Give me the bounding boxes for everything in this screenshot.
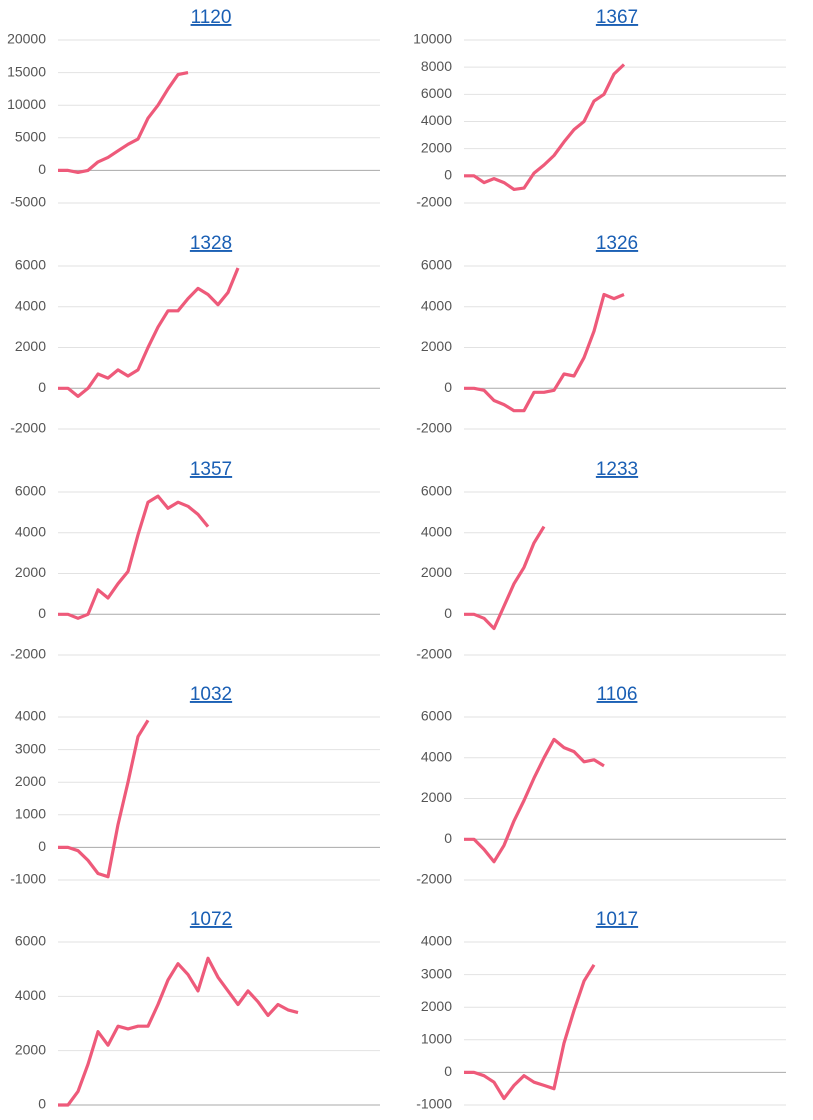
y-tick-label: -2000 bbox=[416, 420, 452, 436]
y-tick-label: 2000 bbox=[421, 139, 452, 155]
y-tick-label: 0 bbox=[444, 379, 452, 395]
y-tick-label: 10000 bbox=[413, 31, 452, 47]
y-tick-label: 6000 bbox=[421, 85, 452, 101]
y-tick-label: 6000 bbox=[15, 257, 46, 273]
data-line bbox=[464, 63, 626, 191]
y-tick-label: 4000 bbox=[15, 708, 46, 724]
y-tick-label: 6000 bbox=[421, 483, 452, 499]
chart-title[interactable]: 1367 bbox=[596, 7, 638, 28]
y-tick-label: 4000 bbox=[421, 748, 452, 764]
y-tick-label: 3000 bbox=[15, 740, 46, 756]
y-tick-label: 2000 bbox=[15, 1041, 46, 1057]
y-tick-label: -2000 bbox=[10, 420, 46, 436]
chart-title[interactable]: 1072 bbox=[190, 909, 232, 930]
y-tick-label: 4000 bbox=[15, 297, 46, 313]
y-tick-label: 2000 bbox=[421, 789, 452, 805]
y-tick-label: 4000 bbox=[421, 112, 452, 128]
data-line bbox=[464, 292, 625, 413]
chart-title[interactable]: 1032 bbox=[190, 684, 232, 705]
data-line bbox=[58, 956, 299, 1107]
y-tick-label: 0 bbox=[38, 379, 46, 395]
y-tick-label: 1000 bbox=[421, 1031, 452, 1047]
chart-title[interactable]: 1328 bbox=[190, 233, 232, 254]
y-tick-label: 2000 bbox=[15, 773, 46, 789]
y-tick-label: 0 bbox=[444, 1063, 452, 1079]
y-tick-label: 0 bbox=[444, 830, 452, 846]
y-tick-label: 4000 bbox=[421, 523, 452, 539]
y-tick-label: 2000 bbox=[15, 564, 46, 580]
y-tick-label: 6000 bbox=[421, 708, 452, 724]
chart-title[interactable]: 1233 bbox=[596, 459, 638, 480]
chart-title[interactable]: 1357 bbox=[190, 459, 232, 480]
y-tick-label: 0 bbox=[38, 605, 46, 621]
y-tick-label: 4000 bbox=[421, 933, 452, 949]
y-tick-label: 2000 bbox=[15, 338, 46, 354]
y-tick-label: 8000 bbox=[421, 58, 452, 74]
data-line bbox=[58, 71, 189, 174]
y-tick-label: 6000 bbox=[15, 483, 46, 499]
y-tick-label: 2000 bbox=[421, 338, 452, 354]
chart-title[interactable]: 1326 bbox=[596, 233, 638, 254]
y-tick-label: 0 bbox=[38, 161, 46, 177]
data-line bbox=[464, 737, 605, 864]
y-tick-label: 2000 bbox=[421, 564, 452, 580]
chart-title[interactable]: 1120 bbox=[191, 7, 232, 28]
data-line bbox=[58, 267, 240, 398]
y-tick-label: -5000 bbox=[10, 194, 46, 210]
y-tick-label: 4000 bbox=[421, 297, 452, 313]
y-tick-label: 6000 bbox=[15, 933, 46, 949]
data-line bbox=[464, 525, 546, 631]
data-line bbox=[58, 719, 150, 879]
y-tick-label: 0 bbox=[38, 838, 46, 854]
y-tick-label: 6000 bbox=[421, 257, 452, 273]
y-tick-label: 4000 bbox=[15, 523, 46, 539]
y-tick-label: -2000 bbox=[10, 646, 46, 662]
y-tick-label: 0 bbox=[444, 167, 452, 183]
y-tick-label: 5000 bbox=[15, 129, 46, 145]
y-tick-label: -2000 bbox=[416, 646, 452, 662]
y-tick-label: 2000 bbox=[421, 998, 452, 1014]
y-tick-label: 10000 bbox=[7, 96, 46, 112]
data-line bbox=[58, 494, 210, 620]
y-tick-label: -2000 bbox=[416, 194, 452, 210]
y-tick-label: -1000 bbox=[10, 871, 46, 887]
y-tick-label: 20000 bbox=[7, 31, 46, 47]
data-line bbox=[464, 963, 596, 1101]
y-tick-label: 0 bbox=[38, 1096, 46, 1112]
y-tick-label: -2000 bbox=[416, 871, 452, 887]
chart-title[interactable]: 1106 bbox=[597, 684, 638, 705]
y-tick-label: -1000 bbox=[416, 1096, 452, 1112]
y-tick-label: 3000 bbox=[421, 965, 452, 981]
y-tick-label: 15000 bbox=[7, 63, 46, 79]
chart-title[interactable]: 1017 bbox=[596, 909, 638, 930]
y-tick-label: 0 bbox=[444, 605, 452, 621]
y-tick-label: 1000 bbox=[15, 806, 46, 822]
y-tick-label: 4000 bbox=[15, 987, 46, 1003]
